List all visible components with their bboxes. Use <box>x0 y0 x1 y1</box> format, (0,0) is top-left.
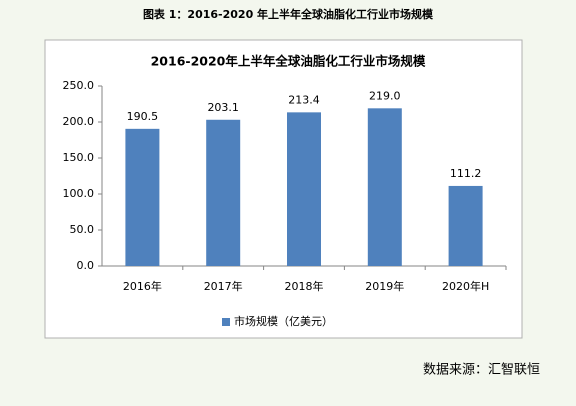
chart-frame <box>44 39 523 339</box>
x-tick-label: 2019年 <box>365 279 404 293</box>
y-tick-label: 250.0 <box>63 79 95 92</box>
caption: 图表 1：2016-2020 年上半年全球油脂化工行业市场规模 <box>143 7 434 21</box>
bar <box>125 128 160 266</box>
chart-title: 2016-2020年上半年全球油脂化工行业市场规模 <box>151 54 426 69</box>
data-label: 213.4 <box>288 93 320 106</box>
data-label: 111.2 <box>450 167 482 180</box>
data-label: 219.0 <box>369 89 401 102</box>
bar <box>367 108 402 266</box>
data-label: 203.1 <box>207 101 239 114</box>
bar <box>287 112 321 267</box>
x-tick-label: 2018年 <box>285 279 324 293</box>
y-tick-label: 50.0 <box>70 223 95 236</box>
y-tick-label: 150.0 <box>63 151 95 164</box>
data-label: 190.5 <box>127 110 159 123</box>
x-tick-label: 2017年 <box>204 279 243 293</box>
y-tick-label: 200.0 <box>63 115 95 128</box>
bar <box>448 185 483 266</box>
y-tick-label: 100.0 <box>63 187 95 200</box>
source: 数据来源：汇智联恒 <box>423 363 540 378</box>
legend-swatch <box>222 318 230 326</box>
x-tick-label: 2020年H <box>442 279 489 293</box>
y-tick-label: 0.0 <box>77 259 95 272</box>
x-tick-label: 2016年 <box>123 279 162 293</box>
bar <box>206 119 241 266</box>
legend-label: 市场规模（亿美元） <box>234 314 333 328</box>
